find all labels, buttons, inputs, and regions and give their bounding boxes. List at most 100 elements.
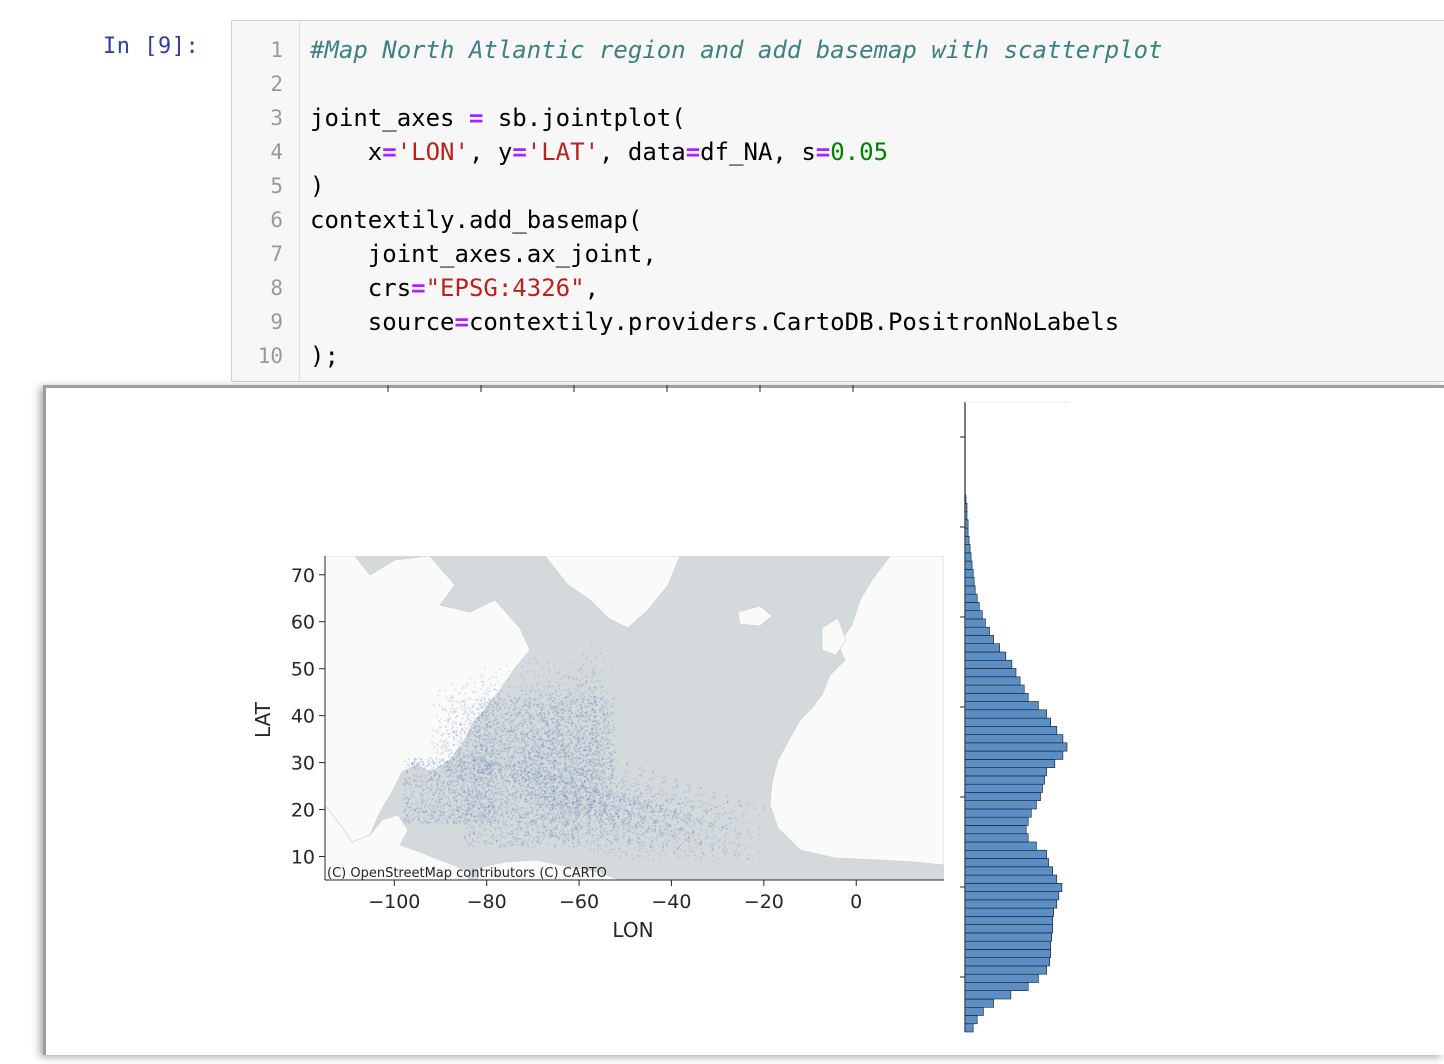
track-point bbox=[466, 780, 469, 783]
track-point bbox=[699, 827, 702, 829]
track-point bbox=[591, 674, 594, 676]
track-point bbox=[456, 753, 459, 756]
track-point bbox=[536, 661, 538, 664]
code-line-5[interactable]: ) bbox=[310, 169, 324, 203]
code-token: , bbox=[772, 138, 802, 166]
track-point bbox=[414, 799, 417, 802]
track-point bbox=[635, 840, 638, 842]
track-point bbox=[439, 726, 442, 729]
track-point bbox=[479, 698, 481, 701]
track-point bbox=[607, 804, 609, 807]
track-point bbox=[553, 759, 556, 761]
track-point bbox=[611, 807, 614, 810]
track-point bbox=[521, 730, 523, 733]
track-point bbox=[609, 840, 612, 843]
track-point bbox=[531, 688, 534, 691]
track-point bbox=[448, 735, 450, 738]
track-point bbox=[455, 729, 458, 732]
code-line-10[interactable]: ); bbox=[310, 339, 339, 373]
track-point bbox=[487, 718, 489, 721]
track-point bbox=[418, 815, 421, 817]
track-point bbox=[569, 723, 571, 726]
track-point bbox=[617, 805, 619, 808]
track-point bbox=[625, 828, 628, 831]
track-point bbox=[568, 801, 571, 804]
track-point bbox=[679, 844, 682, 846]
track-point bbox=[537, 759, 540, 762]
track-point bbox=[711, 828, 714, 830]
track-point bbox=[625, 762, 628, 765]
track-point bbox=[614, 836, 617, 839]
track-point bbox=[475, 691, 477, 694]
track-point bbox=[711, 849, 714, 852]
track-point bbox=[596, 786, 599, 789]
track-point bbox=[441, 818, 444, 821]
track-point bbox=[470, 753, 473, 756]
track-point bbox=[547, 698, 550, 700]
track-point bbox=[564, 702, 566, 705]
track-point bbox=[627, 788, 629, 791]
code-line-1[interactable]: #Map North Atlantic region and add basem… bbox=[310, 33, 1163, 67]
track-point bbox=[449, 748, 452, 751]
track-point bbox=[492, 808, 495, 810]
track-point bbox=[481, 762, 484, 765]
track-point bbox=[438, 720, 440, 722]
track-point bbox=[556, 825, 558, 827]
track-point bbox=[609, 790, 612, 793]
track-point bbox=[516, 807, 518, 810]
track-point bbox=[584, 765, 586, 768]
track-point bbox=[643, 810, 646, 813]
track-point bbox=[424, 777, 427, 780]
track-point bbox=[555, 721, 558, 724]
track-point bbox=[567, 758, 570, 761]
track-point bbox=[735, 819, 738, 822]
track-point bbox=[609, 819, 612, 821]
track-point bbox=[498, 782, 501, 785]
track-point bbox=[489, 690, 491, 692]
track-point bbox=[605, 816, 608, 819]
track-point bbox=[654, 825, 656, 827]
track-point bbox=[585, 760, 588, 763]
track-point bbox=[685, 823, 688, 826]
track-point bbox=[514, 729, 517, 732]
track-point bbox=[436, 803, 439, 806]
track-point bbox=[573, 745, 576, 748]
track-point bbox=[566, 780, 569, 783]
track-point bbox=[553, 717, 555, 720]
track-point bbox=[682, 791, 685, 794]
code-line-3[interactable]: joint_axes = sb.jointplot( bbox=[310, 101, 686, 135]
track-point bbox=[465, 755, 468, 758]
track-point bbox=[591, 827, 594, 830]
code-line-8[interactable]: crs="EPSG:4326", bbox=[310, 271, 599, 305]
track-point bbox=[718, 828, 721, 830]
code-line-6[interactable]: contextily.add_basemap( bbox=[310, 203, 642, 237]
track-point bbox=[710, 826, 712, 829]
track-point bbox=[440, 706, 443, 709]
track-point bbox=[683, 815, 686, 818]
track-point bbox=[640, 845, 643, 848]
track-point bbox=[628, 837, 630, 840]
track-point bbox=[545, 780, 548, 783]
track-point bbox=[630, 818, 633, 821]
hurricane-track-points bbox=[402, 642, 765, 862]
track-point bbox=[463, 704, 466, 707]
track-point bbox=[565, 674, 567, 677]
track-point bbox=[650, 800, 653, 802]
code-line-9[interactable]: source=contextily.providers.CartoDB.Posi… bbox=[310, 305, 1119, 339]
track-point bbox=[578, 679, 581, 682]
line-number: 7 bbox=[270, 242, 283, 266]
track-point bbox=[551, 785, 554, 788]
track-point bbox=[597, 784, 599, 786]
track-point bbox=[666, 830, 669, 832]
track-point bbox=[556, 803, 559, 806]
track-point bbox=[436, 749, 439, 752]
track-point bbox=[651, 840, 654, 842]
track-point bbox=[449, 784, 452, 787]
code-line-7[interactable]: joint_axes.ax_joint, bbox=[310, 237, 657, 271]
code-cell-input[interactable]: 1 2 3 4 5 6 7 8 9 10 #Map North Atlantic… bbox=[231, 20, 1444, 382]
track-point bbox=[651, 787, 653, 790]
track-point bbox=[491, 789, 494, 791]
track-point bbox=[439, 805, 442, 807]
track-point bbox=[655, 775, 657, 777]
code-line-4[interactable]: x='LON', y='LAT', data=df_NA, s=0.05 bbox=[310, 135, 888, 169]
